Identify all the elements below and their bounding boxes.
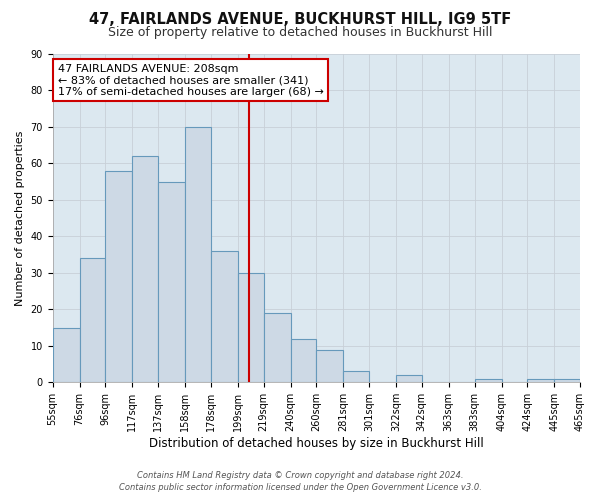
Y-axis label: Number of detached properties: Number of detached properties xyxy=(15,130,25,306)
Bar xyxy=(343,372,369,382)
Bar xyxy=(527,378,554,382)
Bar xyxy=(133,156,158,382)
Bar xyxy=(106,170,133,382)
Bar xyxy=(290,338,316,382)
Bar xyxy=(238,273,263,382)
Bar xyxy=(554,378,580,382)
Bar xyxy=(53,328,80,382)
Text: Size of property relative to detached houses in Buckhurst Hill: Size of property relative to detached ho… xyxy=(108,26,492,39)
Text: 47 FAIRLANDS AVENUE: 208sqm
← 83% of detached houses are smaller (341)
17% of se: 47 FAIRLANDS AVENUE: 208sqm ← 83% of det… xyxy=(58,64,324,97)
Bar xyxy=(185,127,211,382)
Text: Contains HM Land Registry data © Crown copyright and database right 2024.
Contai: Contains HM Land Registry data © Crown c… xyxy=(119,471,481,492)
Bar xyxy=(263,313,290,382)
Bar xyxy=(158,182,185,382)
Text: 47, FAIRLANDS AVENUE, BUCKHURST HILL, IG9 5TF: 47, FAIRLANDS AVENUE, BUCKHURST HILL, IG… xyxy=(89,12,511,28)
Bar xyxy=(475,378,502,382)
Bar xyxy=(396,375,422,382)
X-axis label: Distribution of detached houses by size in Buckhurst Hill: Distribution of detached houses by size … xyxy=(149,437,484,450)
Bar xyxy=(211,251,238,382)
Bar xyxy=(80,258,106,382)
Bar xyxy=(316,350,343,382)
